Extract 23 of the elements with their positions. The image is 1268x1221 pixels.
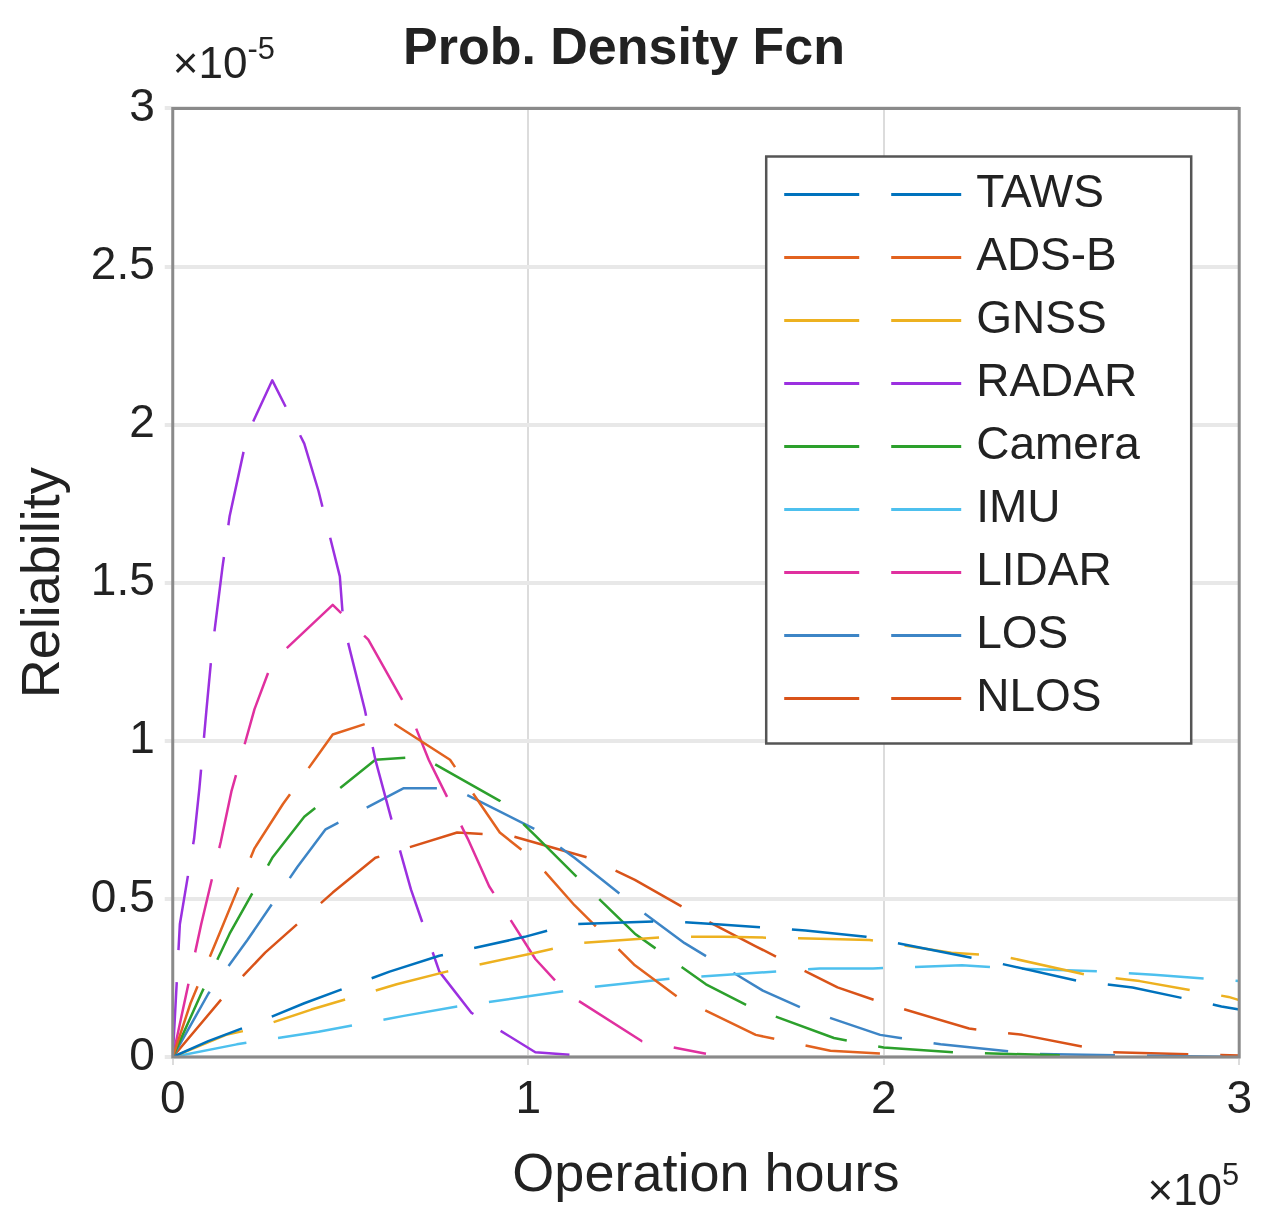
legend-label: ADS-B xyxy=(976,228,1117,281)
y-tick-label: 2.5 xyxy=(90,237,155,290)
y-tick-label: 2 xyxy=(129,395,155,448)
line-series xyxy=(172,603,708,1057)
legend-label: NLOS xyxy=(976,669,1102,722)
y-tick-label: 1.5 xyxy=(90,553,155,606)
x-tick-label: 3 xyxy=(1226,1071,1253,1124)
legend-label: Camera xyxy=(976,417,1141,470)
legend-label: LIDAR xyxy=(976,543,1112,596)
y-tick-label: 0.5 xyxy=(90,869,155,922)
y-tick-label: 3 xyxy=(129,79,155,132)
y-axis-title: Reliability xyxy=(10,467,71,699)
x-tick-label: 1 xyxy=(515,1071,542,1124)
legend-label: GNSS xyxy=(976,291,1107,344)
x-tick-label: 2 xyxy=(870,1071,897,1124)
legend-label: RADAR xyxy=(976,354,1138,407)
legend-label: IMU xyxy=(976,480,1061,533)
legend-label: TAWS xyxy=(976,165,1104,218)
y-tick-label: 0 xyxy=(129,1027,155,1080)
chart-title: Prob. Density Fcn xyxy=(402,16,846,75)
x-axis-title: Operation hours xyxy=(512,1142,900,1203)
legend-label: LOS xyxy=(976,606,1069,659)
y-tick-label: 1 xyxy=(129,711,155,764)
